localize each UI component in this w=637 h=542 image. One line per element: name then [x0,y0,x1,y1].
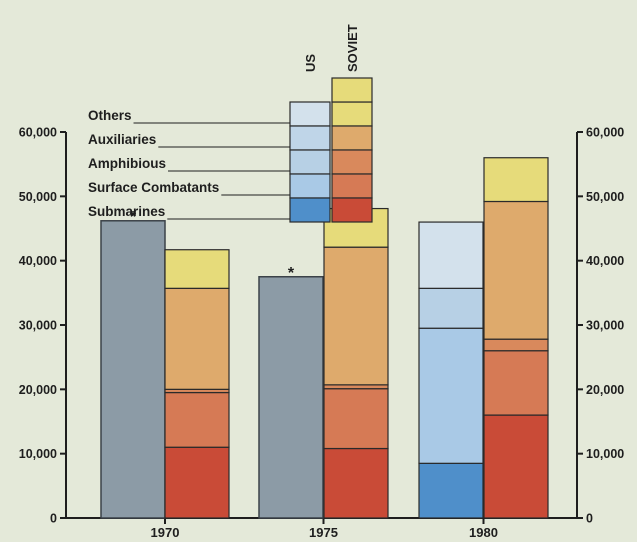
bar-soviet-1970-submarines [164,446,230,519]
bar-soviet-1980-submarines [483,414,549,519]
legend-swatch-soviet-top [331,77,373,103]
legend-swatch-soviet-auxiliaries [331,125,373,151]
legend-swatch-soviet-surface-combatants [331,173,373,199]
bar-us-1980-amphibious [418,287,484,329]
bar-soviet-1980-surface-combatants [483,350,549,416]
bar-soviet-1970-others [164,249,230,289]
legend-swatch-soviet-others [331,101,373,127]
legend-swatch-us-submarines [289,197,331,223]
bar-us-1975-total [258,276,324,519]
bar-note-us-1975: * [288,265,295,282]
legend-label-others: Others [88,108,132,123]
bar-soviet-1970-auxiliaries [164,287,230,390]
y-tick-label-right: 40,000 [586,254,624,268]
y-tick-label-right: 0 [586,512,593,526]
y-tick-label-left: 30,000 [19,319,57,333]
y-tick-label-right: 30,000 [586,319,624,333]
bar-soviet-1980-auxiliaries [483,200,549,340]
y-tick-label-left: 20,000 [19,383,57,397]
legend-swatch-us-auxiliaries [289,125,331,151]
y-tick-label-left: 0 [50,512,57,526]
bar-soviet-1980-amphibious [483,338,549,352]
bar-soviet-1980-others [483,157,549,203]
legend-swatch-us-surface-combatants [289,173,331,199]
legend-swatch-soviet-amphibious [331,149,373,175]
legend-label-surface-combatants: Surface Combatants [88,180,219,195]
x-tick-label-1975: 1975 [309,525,338,540]
legend-swatch-soviet-submarines [331,197,373,223]
legend-swatch-us-others [289,101,331,127]
bar-us-1980-surface-combatants [418,327,484,464]
bar-us-1980-submarines [418,462,484,519]
bar-soviet-1975-surface-combatants [323,388,389,450]
bar-us-1970-total [100,220,166,519]
x-tick-label-1970: 1970 [151,525,180,540]
bar-soviet-1975-submarines [323,447,389,519]
legend-column-soviet: SOVIET [345,24,360,72]
y-tick-label-left: 50,000 [19,190,57,204]
y-tick-label-left: 40,000 [19,254,57,268]
legend-label-auxiliaries: Auxiliaries [88,132,156,147]
legend-label-submarines: Submarines [88,204,165,219]
bar-soviet-1970-surface-combatants [164,391,230,448]
legend-column-us: US [303,54,318,72]
bar-note-us-1970: * [130,209,137,226]
y-tick-label-left: 10,000 [19,447,57,461]
x-tick-label-1980: 1980 [469,525,498,540]
legend-swatch-us-amphibious [289,149,331,175]
y-tick-label-right: 60,000 [586,126,624,140]
y-tick-label-right: 20,000 [586,383,624,397]
y-tick-label-right: 10,000 [586,447,624,461]
bar-soviet-1975-auxiliaries [323,246,389,386]
legend-label-amphibious: Amphibious [88,156,166,171]
y-tick-label-left: 60,000 [19,126,57,140]
y-tick-label-right: 50,000 [586,190,624,204]
bar-us-1980-others [418,221,484,289]
